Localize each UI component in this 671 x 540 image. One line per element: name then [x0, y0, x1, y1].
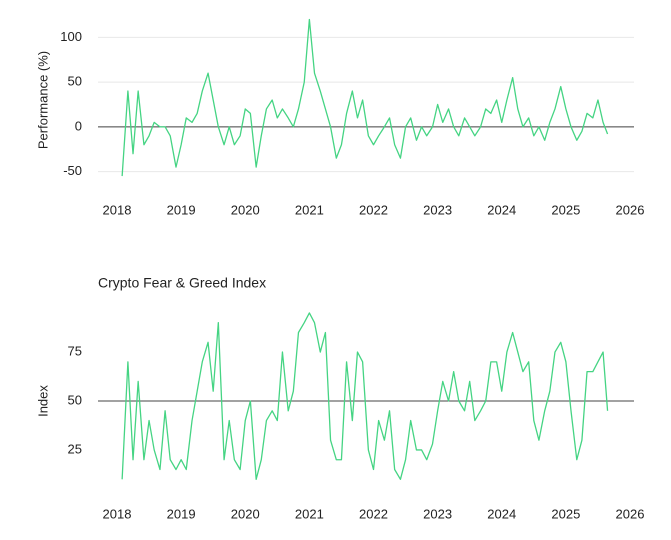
- y-tick-label: 75: [68, 344, 82, 359]
- x-tick-label: 2020: [231, 202, 260, 217]
- x-tick-label: 2026: [616, 202, 645, 217]
- x-tick-label: 2022: [359, 202, 388, 217]
- y-tick-label: -50: [63, 163, 82, 178]
- x-tick-label: 2019: [167, 202, 196, 217]
- x-tick-label: 2024: [487, 506, 516, 521]
- x-tick-label: 2025: [551, 202, 580, 217]
- x-tick-label: 2021: [295, 506, 324, 521]
- x-tick-label: 2024: [487, 202, 516, 217]
- x-tick-label: 2018: [103, 202, 132, 217]
- y-tick-label: 50: [68, 74, 82, 89]
- x-tick-label: 2020: [231, 506, 260, 521]
- x-tick-label: 2022: [359, 506, 388, 521]
- x-tick-label: 2023: [423, 506, 452, 521]
- y-axis-label: Performance (%): [35, 51, 50, 149]
- y-tick-label: 0: [75, 118, 82, 133]
- y-tick-label: 100: [60, 29, 82, 44]
- x-tick-label: 2019: [167, 506, 196, 521]
- x-tick-label: 2018: [103, 506, 132, 521]
- chart-title: Crypto Fear & Greed Index: [98, 275, 266, 291]
- y-axis-label: Index: [35, 385, 50, 417]
- y-tick-label: 50: [68, 392, 82, 407]
- x-tick-label: 2026: [616, 506, 645, 521]
- x-tick-label: 2023: [423, 202, 452, 217]
- data-line: [121, 18, 609, 177]
- x-tick-label: 2025: [551, 506, 580, 521]
- data-line: [121, 312, 609, 480]
- y-tick-label: 25: [68, 441, 82, 456]
- x-tick-label: 2021: [295, 202, 324, 217]
